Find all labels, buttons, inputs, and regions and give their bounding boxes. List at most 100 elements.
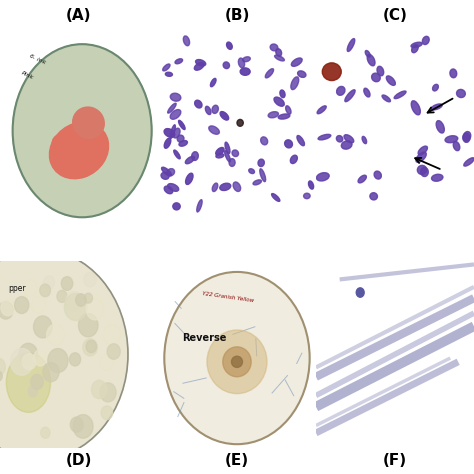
Ellipse shape bbox=[297, 136, 304, 146]
Circle shape bbox=[86, 340, 97, 353]
Ellipse shape bbox=[278, 114, 290, 119]
Circle shape bbox=[73, 415, 93, 438]
Ellipse shape bbox=[445, 136, 458, 143]
Ellipse shape bbox=[173, 203, 180, 210]
Text: Reverse: Reverse bbox=[182, 333, 226, 343]
Ellipse shape bbox=[258, 159, 264, 166]
Ellipse shape bbox=[431, 174, 443, 181]
Circle shape bbox=[28, 386, 37, 397]
Ellipse shape bbox=[260, 169, 265, 182]
Ellipse shape bbox=[225, 142, 230, 154]
Ellipse shape bbox=[431, 104, 442, 110]
Ellipse shape bbox=[347, 38, 355, 52]
Ellipse shape bbox=[173, 128, 180, 138]
Circle shape bbox=[13, 44, 152, 217]
Circle shape bbox=[34, 350, 47, 366]
Text: (F): (F) bbox=[383, 454, 407, 468]
Ellipse shape bbox=[450, 69, 457, 78]
Circle shape bbox=[101, 406, 113, 419]
Circle shape bbox=[100, 383, 116, 402]
Circle shape bbox=[91, 380, 107, 399]
Ellipse shape bbox=[232, 150, 238, 156]
Ellipse shape bbox=[276, 49, 282, 56]
Ellipse shape bbox=[358, 175, 366, 183]
Ellipse shape bbox=[464, 158, 474, 166]
Ellipse shape bbox=[367, 55, 375, 66]
Ellipse shape bbox=[382, 95, 391, 102]
Ellipse shape bbox=[317, 106, 326, 114]
Ellipse shape bbox=[175, 59, 182, 64]
Ellipse shape bbox=[186, 173, 193, 184]
Ellipse shape bbox=[291, 77, 299, 90]
Ellipse shape bbox=[274, 55, 284, 61]
Ellipse shape bbox=[298, 71, 306, 77]
Circle shape bbox=[40, 284, 51, 297]
Ellipse shape bbox=[374, 171, 382, 179]
Ellipse shape bbox=[274, 97, 284, 106]
Circle shape bbox=[31, 296, 46, 314]
Ellipse shape bbox=[165, 72, 173, 76]
Text: (D): (D) bbox=[66, 454, 92, 468]
Ellipse shape bbox=[344, 135, 354, 143]
Circle shape bbox=[10, 348, 33, 375]
Ellipse shape bbox=[210, 78, 216, 87]
Ellipse shape bbox=[194, 63, 204, 70]
Ellipse shape bbox=[317, 173, 329, 181]
Ellipse shape bbox=[183, 36, 190, 46]
Ellipse shape bbox=[6, 353, 51, 412]
Ellipse shape bbox=[270, 44, 278, 51]
Circle shape bbox=[23, 279, 37, 297]
Ellipse shape bbox=[174, 150, 180, 159]
Ellipse shape bbox=[268, 112, 279, 118]
Ellipse shape bbox=[261, 137, 268, 145]
Circle shape bbox=[107, 344, 120, 359]
Circle shape bbox=[66, 292, 82, 311]
Ellipse shape bbox=[233, 182, 241, 191]
Ellipse shape bbox=[212, 183, 218, 191]
Circle shape bbox=[48, 348, 68, 373]
Ellipse shape bbox=[377, 66, 384, 76]
Ellipse shape bbox=[433, 84, 438, 91]
Circle shape bbox=[34, 316, 52, 338]
Circle shape bbox=[0, 249, 128, 459]
Ellipse shape bbox=[341, 141, 352, 149]
Circle shape bbox=[86, 299, 104, 320]
Ellipse shape bbox=[253, 180, 262, 185]
Ellipse shape bbox=[456, 90, 465, 98]
Circle shape bbox=[46, 324, 65, 346]
Circle shape bbox=[61, 277, 73, 291]
Ellipse shape bbox=[207, 330, 267, 393]
Ellipse shape bbox=[220, 183, 231, 191]
Text: Y22 Granish Yellow: Y22 Granish Yellow bbox=[202, 291, 255, 303]
Ellipse shape bbox=[164, 128, 175, 137]
Ellipse shape bbox=[304, 193, 310, 199]
Ellipse shape bbox=[394, 91, 406, 99]
Circle shape bbox=[64, 293, 87, 320]
Ellipse shape bbox=[318, 134, 331, 140]
Circle shape bbox=[70, 417, 83, 432]
Ellipse shape bbox=[272, 193, 280, 201]
Ellipse shape bbox=[209, 126, 219, 134]
Ellipse shape bbox=[179, 140, 187, 146]
Ellipse shape bbox=[418, 146, 428, 155]
Ellipse shape bbox=[362, 137, 366, 144]
Ellipse shape bbox=[170, 93, 181, 101]
Text: (C): (C) bbox=[383, 8, 407, 23]
Ellipse shape bbox=[49, 122, 109, 179]
Circle shape bbox=[79, 314, 98, 337]
Ellipse shape bbox=[205, 106, 211, 115]
Ellipse shape bbox=[225, 151, 230, 162]
Circle shape bbox=[164, 272, 310, 444]
Circle shape bbox=[44, 276, 55, 289]
Ellipse shape bbox=[422, 36, 429, 45]
Text: pper: pper bbox=[8, 283, 26, 292]
Ellipse shape bbox=[365, 51, 370, 57]
Ellipse shape bbox=[411, 45, 418, 53]
Ellipse shape bbox=[463, 132, 471, 141]
Ellipse shape bbox=[216, 147, 224, 155]
Circle shape bbox=[41, 427, 50, 438]
Ellipse shape bbox=[421, 167, 428, 176]
Text: 6. ink: 6. ink bbox=[28, 53, 46, 65]
Ellipse shape bbox=[52, 135, 68, 150]
Ellipse shape bbox=[179, 120, 185, 129]
